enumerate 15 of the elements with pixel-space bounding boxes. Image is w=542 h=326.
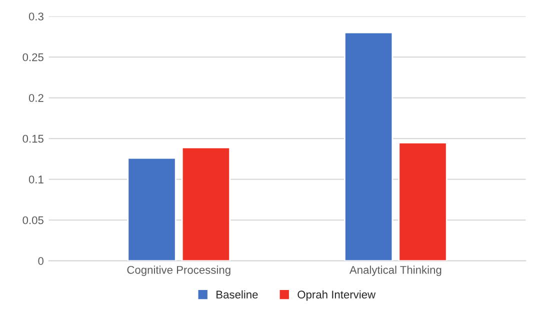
y-tick-label: 0.1	[28, 176, 44, 184]
x-tick-label: Cognitive Processing	[127, 266, 230, 276]
legend-label: Oprah Interview	[298, 290, 376, 301]
bar	[181, 146, 231, 261]
y-tick-label: 0.15	[22, 134, 44, 143]
x-tick-label: Analytical Thinking	[349, 266, 442, 276]
y-tick-label: 0.25	[22, 53, 44, 62]
legend-label: Baseline	[216, 290, 258, 299]
bar	[344, 32, 394, 261]
bar	[398, 142, 448, 261]
y-tick-label: 0.05	[22, 216, 44, 224]
y-tick-label: 0.2	[28, 94, 44, 102]
y-tick-label: 0	[38, 257, 44, 265]
y-tick-label: 0.3	[28, 12, 44, 20]
bar	[127, 157, 176, 261]
